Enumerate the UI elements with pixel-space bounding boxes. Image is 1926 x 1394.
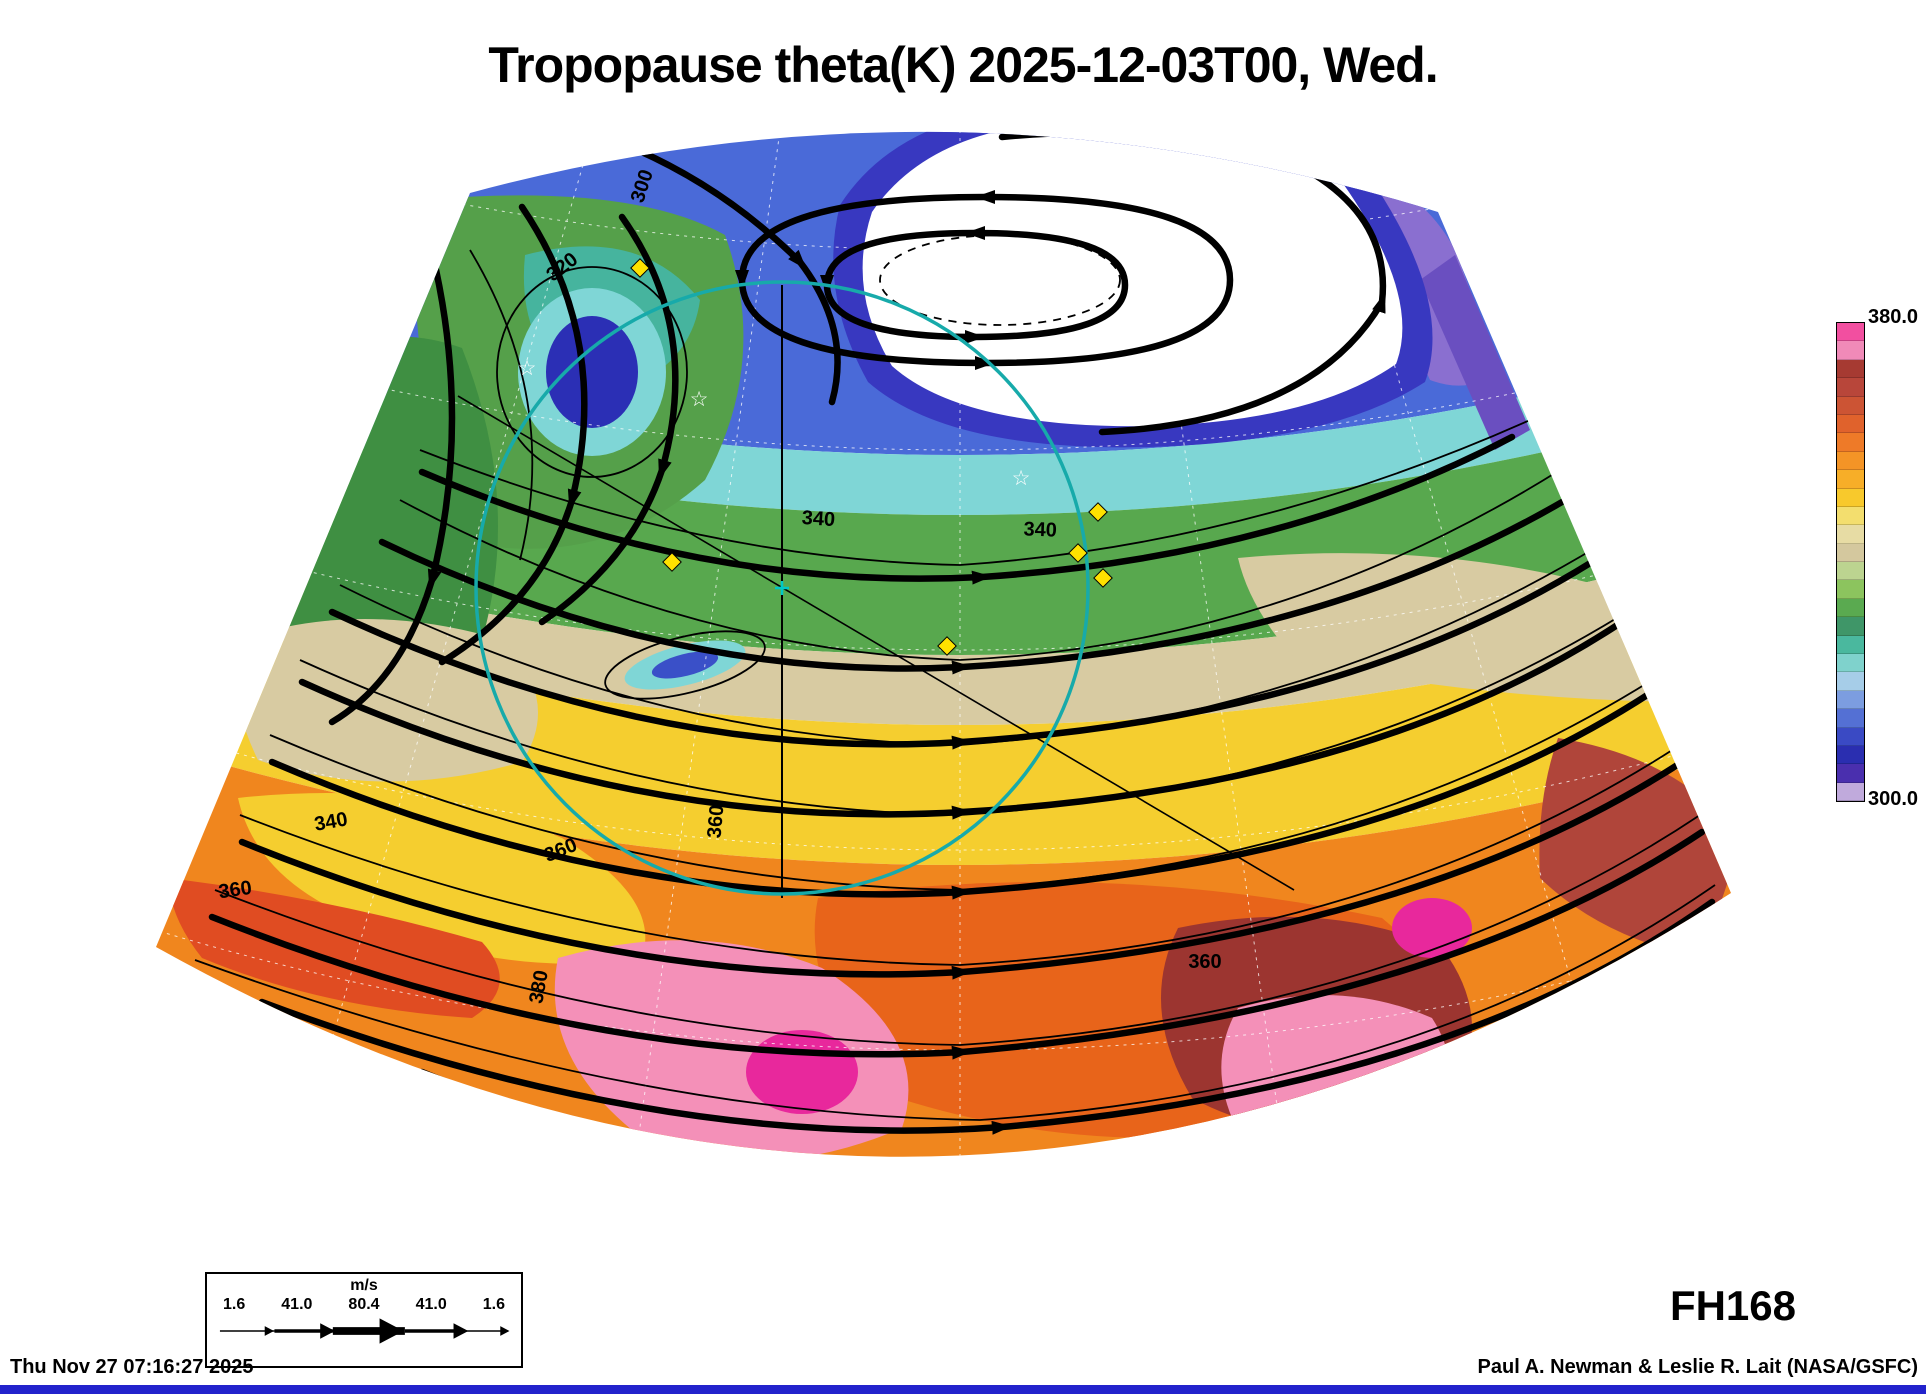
station-markers: ☆ ☆ ☆ ☆ ☆: [518, 246, 1209, 656]
svg-text:340: 340: [801, 507, 836, 531]
credit: Paul A. Newman & Leslie R. Lait (NASA/GS…: [1477, 1356, 1918, 1378]
svg-text:☆: ☆: [518, 357, 537, 380]
wind-speed-value: 1.6: [482, 1296, 505, 1313]
wind-speed-value: 41.0: [281, 1296, 313, 1313]
svg-text:☆: ☆: [1190, 393, 1209, 416]
wind-speed-value: 41.0: [415, 1296, 447, 1313]
bottom-blue-bar: [0, 1385, 1926, 1394]
svg-text:☆: ☆: [1012, 467, 1031, 490]
wind-arrow-scale-icon: [219, 1318, 510, 1344]
svg-text:340: 340: [1023, 518, 1057, 541]
range-circle-group: [457, 280, 1295, 898]
wind-legend-units: m/s: [350, 1277, 378, 1294]
wind-legend-values: 1.6 41.0 80.4 41.0 1.6: [217, 1294, 511, 1314]
page-title: Tropopause theta(K) 2025-12-03T00, Wed.: [488, 37, 1438, 93]
forecast-hour-label: FH168: [1669, 1282, 1796, 1329]
svg-text:360: 360: [217, 877, 253, 903]
svg-text:360: 360: [1188, 951, 1221, 973]
timestamp: Thu Nov 27 07:16:27 2025: [10, 1356, 254, 1378]
svg-text:360: 360: [704, 804, 729, 839]
svg-text:☆: ☆: [1177, 246, 1196, 269]
wind-speed-legend: m/s 1.6 41.0 80.4 41.0 1.6: [205, 1272, 523, 1368]
wind-speed-value: 1.6: [223, 1296, 246, 1313]
wind-speed-value: 80.4: [348, 1296, 380, 1313]
svg-text:☆: ☆: [690, 388, 709, 411]
